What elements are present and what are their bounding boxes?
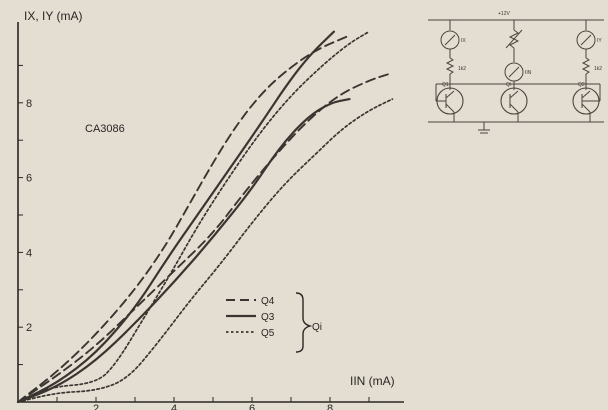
meter-left-needle: [444, 34, 456, 46]
resistor-right: [581, 57, 591, 75]
legend-label-q5: Q5: [261, 328, 275, 339]
y-tick-label: 4: [26, 247, 32, 259]
x-axis-title: IIN (mA): [350, 374, 395, 388]
x-tick-label: 4: [171, 403, 177, 410]
series-q5-curve-1: [17, 30, 370, 403]
supply-label: +12V: [498, 11, 510, 17]
variable-resistor-arrow: [505, 29, 523, 49]
transistor-left-emitter: [445, 103, 455, 113]
chip-annotation: CA3086: [85, 123, 125, 135]
transistor-left-collector: [445, 90, 455, 99]
x-tick-label: 2: [93, 403, 99, 410]
series-q3-curve-2: [16, 98, 351, 404]
x-tick-label: 6: [249, 403, 255, 410]
meter-right-needle: [580, 34, 592, 46]
transistor-right-label: Q2: [578, 82, 585, 88]
transistor-right-collector: [581, 90, 591, 99]
transistor-right-emitter: [581, 103, 591, 113]
series-q4: [17, 34, 394, 403]
resistor-left: [445, 57, 455, 75]
legend-group-label: Qi: [312, 322, 322, 333]
transistor-center-collector: [509, 90, 519, 99]
transistor-left-label: Q1: [442, 82, 449, 88]
series-q3-curve-1: [16, 30, 335, 404]
tick-marks: 2 4 6 8 2 4 6 8: [18, 64, 370, 410]
series-q4-curve-2: [17, 71, 394, 403]
y-axis-title: IX, IY (mA): [24, 9, 82, 23]
meter-right-label: IY: [597, 38, 602, 44]
resistor-right-label: 1k2: [594, 66, 602, 72]
meter-left-label: IX: [461, 38, 466, 44]
series-layer: [16, 30, 394, 404]
legend-brace: [295, 292, 313, 353]
resistor-left-label: 1k2: [458, 66, 466, 72]
transistor-center-emitter: [509, 103, 519, 113]
series-q5: [17, 30, 394, 403]
series-q3: [16, 30, 351, 404]
meter-center-needle: [508, 66, 520, 78]
legend: Q4 Q3 Q5 Qi: [226, 292, 322, 353]
transistor-center: [500, 87, 528, 115]
axes: [17, 22, 404, 403]
y-tick-label: 2: [26, 322, 32, 334]
series-q4-curve-1: [17, 34, 351, 403]
y-tick-label: 8: [26, 98, 32, 110]
x-tick-label: 8: [327, 403, 333, 410]
circuit-diagram: +12V IX 1k2 Q1 IIN Qi IY 1k2 Q2: [428, 11, 604, 134]
meter-center-label: IIN: [525, 70, 532, 76]
y-tick-label: 6: [26, 173, 32, 185]
transistor-center-label: Qi: [506, 82, 511, 88]
legend-label-q3: Q3: [261, 312, 275, 323]
series-q5-curve-2: [17, 98, 394, 403]
legend-label-q4: Q4: [261, 296, 275, 307]
